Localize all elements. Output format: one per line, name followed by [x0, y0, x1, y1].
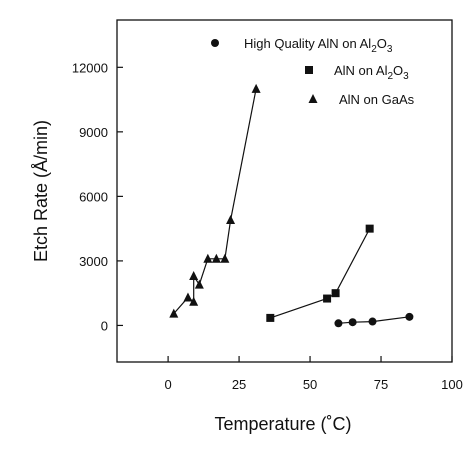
- data-point-circle: [348, 318, 357, 327]
- y-tick-label: 12000: [72, 60, 108, 75]
- data-point-triangle: [194, 279, 204, 289]
- data-point-square: [365, 224, 374, 233]
- y-tick-label: 6000: [79, 189, 108, 204]
- data-point-triangle: [189, 296, 199, 306]
- data-point-square: [331, 289, 340, 298]
- data-point-square: [323, 294, 332, 303]
- legend-label: AlN on Al2O3: [334, 63, 409, 82]
- x-tick-label: 0: [164, 377, 171, 392]
- data-point-circle: [334, 319, 343, 328]
- x-tick-label: 25: [232, 377, 246, 392]
- data-point-triangle: [220, 253, 230, 263]
- plot-frame: [116, 19, 453, 363]
- axis-ticks: 0 25 50 75 100 0 3000 6000 9000 12000: [72, 60, 463, 392]
- x-axis-title: Temperature (˚C): [214, 414, 351, 434]
- legend-marker-triangle: [308, 94, 318, 103]
- series-1: [334, 312, 414, 328]
- legend-marker-square: [305, 66, 313, 74]
- data-point-triangle: [203, 253, 213, 263]
- x-tick-label: 50: [303, 377, 317, 392]
- x-tick-label: 100: [441, 377, 463, 392]
- series-2: [266, 224, 374, 322]
- legend: High Quality AlN on Al2O3 AlN on Al2O3 AlN…: [211, 36, 415, 107]
- legend-label: High Quality AlN on Al2O3: [244, 36, 393, 55]
- data-point-triangle: [169, 308, 179, 318]
- data-point-triangle: [189, 270, 199, 280]
- series-line: [270, 228, 371, 319]
- series-line: [338, 316, 410, 324]
- series-line: [173, 88, 257, 314]
- y-axis-title: Etch Rate (Å/min): [31, 120, 51, 262]
- data-point-square: [266, 313, 275, 322]
- data-point-circle: [368, 317, 377, 326]
- legend-label: AlN on GaAs: [339, 92, 415, 107]
- data-point-triangle: [211, 253, 221, 263]
- y-tick-label: 9000: [79, 125, 108, 140]
- legend-marker-circle: [211, 39, 219, 47]
- data-point-triangle: [226, 215, 236, 225]
- x-tick-label: 75: [374, 377, 388, 392]
- y-tick-label: 3000: [79, 254, 108, 269]
- data-point-triangle: [251, 83, 261, 93]
- series-layer: [169, 83, 414, 328]
- data-point-circle: [405, 312, 414, 321]
- y-tick-label: 0: [101, 318, 108, 333]
- data-point-triangle: [183, 292, 193, 302]
- series-3: [169, 83, 261, 318]
